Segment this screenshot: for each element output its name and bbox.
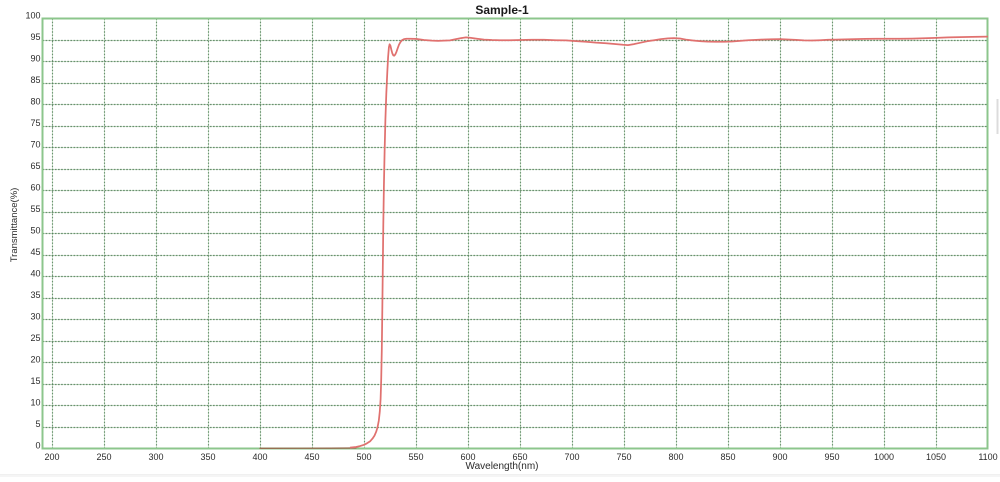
svg-text:25: 25 [30,333,40,343]
svg-text:65: 65 [30,161,40,171]
svg-text:5: 5 [35,419,40,429]
svg-text:750: 750 [616,452,631,462]
svg-text:500: 500 [356,452,371,462]
svg-text:450: 450 [304,452,319,462]
svg-text:400: 400 [252,452,267,462]
svg-text:75: 75 [30,118,40,128]
svg-text:350: 350 [200,452,215,462]
svg-text:45: 45 [30,247,40,257]
svg-text:100: 100 [25,11,40,21]
svg-text:950: 950 [824,452,839,462]
svg-text:70: 70 [30,140,40,150]
svg-text:40: 40 [30,269,40,279]
svg-text:90: 90 [30,54,40,64]
svg-text:20: 20 [30,355,40,365]
svg-text:800: 800 [668,452,683,462]
svg-text:600: 600 [460,452,475,462]
svg-text:850: 850 [720,452,735,462]
svg-text:80: 80 [30,97,40,107]
svg-text:1000: 1000 [874,452,894,462]
svg-text:700: 700 [564,452,579,462]
svg-text:Transmittance(%): Transmittance(%) [9,188,20,263]
svg-text:200: 200 [44,452,59,462]
svg-text:0: 0 [35,441,40,451]
svg-text:55: 55 [30,204,40,214]
svg-text:550: 550 [408,452,423,462]
svg-text:Wavelength(nm): Wavelength(nm) [466,461,539,472]
svg-text:15: 15 [30,376,40,386]
svg-text:30: 30 [30,312,40,322]
svg-text:35: 35 [30,290,40,300]
svg-text:95: 95 [30,32,40,42]
svg-text:1050: 1050 [926,452,946,462]
svg-text:650: 650 [512,452,527,462]
svg-text:300: 300 [148,452,163,462]
svg-text:Sample-1: Sample-1 [475,3,529,17]
svg-text:50: 50 [30,226,40,236]
svg-text:60: 60 [30,183,40,193]
svg-text:1100: 1100 [978,452,997,462]
svg-text:85: 85 [30,75,40,85]
svg-text:10: 10 [30,398,40,408]
svg-text:900: 900 [772,452,787,462]
svg-text:250: 250 [96,452,111,462]
